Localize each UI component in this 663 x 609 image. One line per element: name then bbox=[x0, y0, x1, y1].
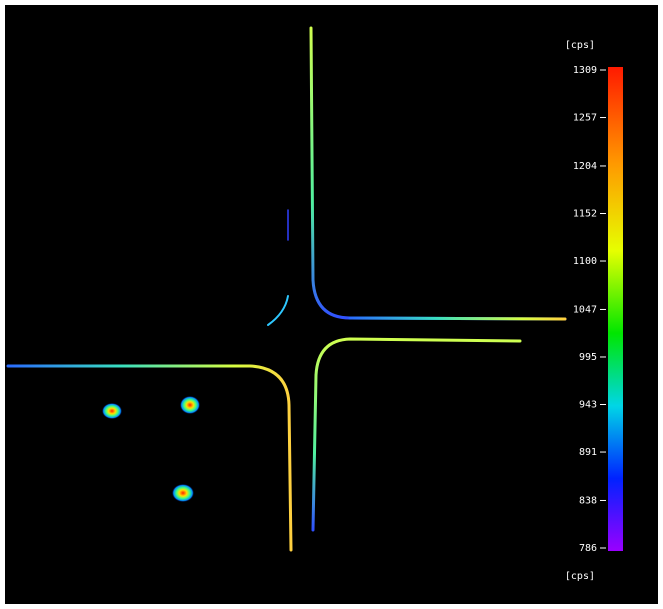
tick-label: 786 bbox=[579, 543, 597, 554]
tick-label: 1100 bbox=[573, 256, 597, 267]
tick-label: 1309 bbox=[573, 65, 597, 76]
tick-label: 1257 bbox=[573, 113, 597, 124]
page: [cps] [cps] 1309 1257 1204 1152 1100 1047 995 9… bbox=[0, 0, 663, 609]
tick-label: 1204 bbox=[573, 161, 597, 172]
intensity-map: [cps] [cps] 1309 1257 1204 1152 1100 1047 995 9… bbox=[0, 0, 663, 609]
image-background bbox=[5, 5, 658, 604]
tick-label: 838 bbox=[579, 495, 597, 506]
spot bbox=[102, 403, 122, 419]
tick-label: 891 bbox=[579, 447, 597, 458]
spot bbox=[172, 484, 194, 502]
colorbar bbox=[608, 67, 623, 551]
upper-right-horizontal bbox=[350, 318, 565, 319]
tick-label: 1047 bbox=[573, 304, 597, 315]
spot bbox=[180, 396, 200, 414]
unit-label: [cps] bbox=[565, 40, 595, 51]
tick-label: 943 bbox=[579, 400, 597, 411]
tick-label: 995 bbox=[579, 352, 597, 363]
tick-label: 1152 bbox=[573, 208, 597, 219]
unit-label: [cps] bbox=[565, 571, 595, 582]
